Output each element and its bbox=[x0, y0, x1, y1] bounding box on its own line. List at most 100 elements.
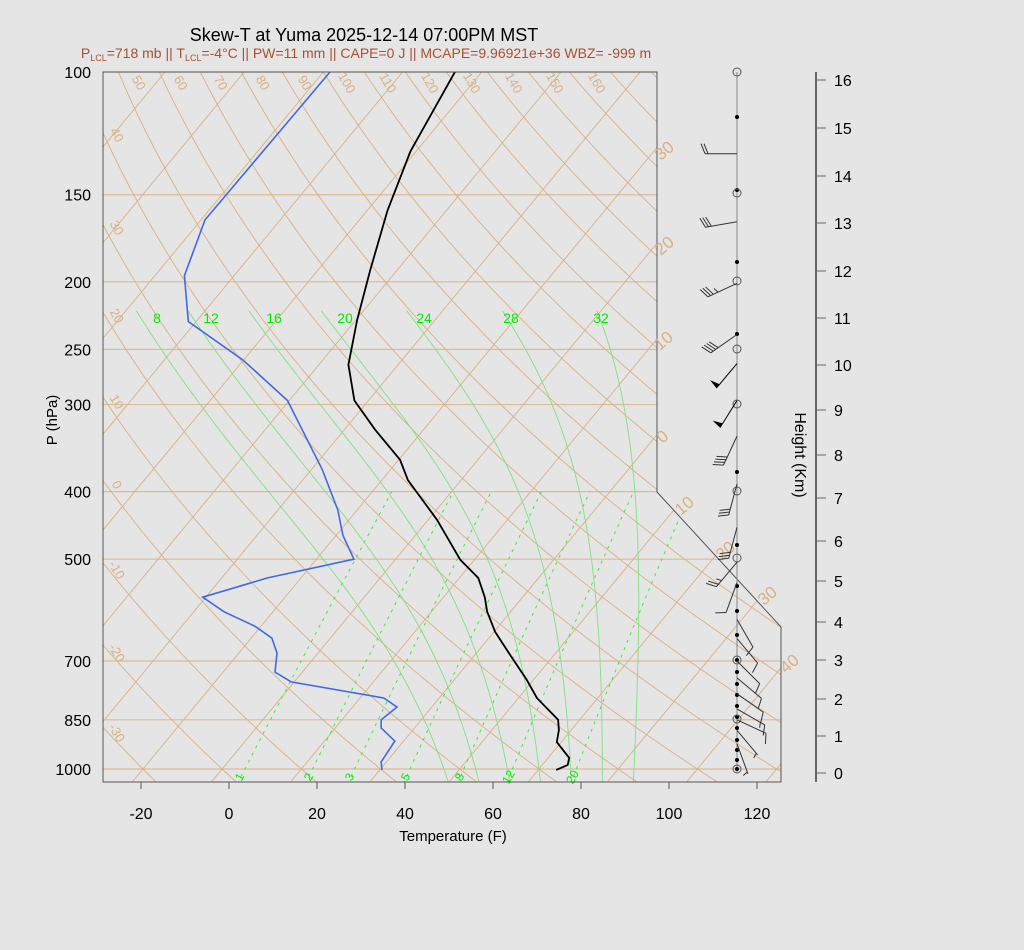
wind-barb-half bbox=[716, 578, 722, 582]
level-circle bbox=[732, 764, 742, 774]
wind-barb bbox=[700, 143, 737, 155]
temperature-tick-label: 80 bbox=[572, 806, 590, 823]
isotherm-label: 40 bbox=[776, 650, 803, 677]
wind-barb-staff bbox=[707, 282, 738, 298]
pressure-tick-label: 700 bbox=[64, 654, 91, 671]
pressure-tick-label: 100 bbox=[64, 65, 91, 82]
isotherm-line bbox=[132, 72, 720, 782]
wind-barb bbox=[717, 483, 738, 517]
dry-adiabat-line bbox=[0, 72, 78, 784]
temperature-tick-label: 120 bbox=[744, 806, 771, 823]
pressure-tick-label: 500 bbox=[64, 552, 91, 569]
height-tick-label: 12 bbox=[834, 264, 852, 281]
height-tick-label: 3 bbox=[834, 653, 843, 670]
dry-adiabat-line bbox=[158, 72, 781, 782]
wind-barb-staff bbox=[705, 221, 738, 228]
wind-barb-half bbox=[753, 753, 757, 759]
mixing-ratio-label: 5 bbox=[398, 770, 414, 783]
wind-barb bbox=[706, 561, 738, 588]
tlcl-base: T bbox=[176, 45, 185, 61]
level-dot bbox=[735, 609, 739, 613]
height-tick-label: 10 bbox=[834, 358, 852, 375]
level-dot bbox=[735, 715, 739, 719]
dry-adiabat-label: 70 bbox=[211, 73, 231, 93]
wind-barb-full bbox=[702, 217, 709, 228]
isotherm-line bbox=[103, 72, 483, 782]
dry-adiabat-line bbox=[103, 72, 480, 782]
moist-adiabat-label: 32 bbox=[593, 310, 609, 326]
wind-barb-staff bbox=[736, 638, 758, 664]
moist-adiabat-line bbox=[187, 310, 480, 782]
x-axis-title: Temperature (F) bbox=[399, 828, 507, 845]
wind-barb-full bbox=[717, 514, 729, 517]
dry-adiabat-line bbox=[609, 72, 781, 782]
height-tick-label: 15 bbox=[834, 121, 852, 138]
wind-barb bbox=[712, 400, 738, 428]
pressure-tick-label: 400 bbox=[64, 485, 91, 502]
height-tick-label: 6 bbox=[834, 534, 843, 551]
isotherm-label: 20 bbox=[651, 232, 678, 259]
moist-adiabat-label: 8 bbox=[153, 310, 161, 326]
dry-adiabat-line bbox=[322, 72, 781, 782]
isotherm-label: 10 bbox=[650, 327, 677, 354]
isotherm-line bbox=[103, 72, 641, 782]
isotherm-line bbox=[0, 72, 86, 782]
dry-adiabat-label: 120 bbox=[418, 70, 442, 96]
dry-adiabat-line bbox=[103, 72, 640, 782]
isotherm-line bbox=[103, 72, 166, 782]
wind-barb-staff bbox=[736, 719, 767, 734]
dry-adiabat-label: 80 bbox=[253, 73, 273, 93]
stats-line: PLCL=718 mb || TLCL=-4°C || PW=11 mm || … bbox=[81, 45, 651, 63]
dry-adiabat-label: 60 bbox=[171, 73, 191, 93]
height-tick-label: 0 bbox=[834, 766, 843, 783]
wind-barb bbox=[736, 638, 759, 673]
wind-barb-full bbox=[754, 683, 761, 694]
wind-barb-full bbox=[706, 343, 716, 350]
wind-barb-full bbox=[699, 289, 709, 298]
dry-adiabat-label: 150 bbox=[543, 70, 567, 96]
isotherm-label: 30 bbox=[754, 582, 781, 609]
wind-barb-full bbox=[702, 287, 712, 296]
dry-adiabat-label: 160 bbox=[585, 70, 609, 96]
wind-barb-full bbox=[719, 551, 731, 555]
height-tick-label: 5 bbox=[834, 574, 843, 591]
wind-barb bbox=[736, 743, 749, 776]
tlcl-sub: LCL bbox=[185, 53, 202, 63]
temperature-tick-label: -20 bbox=[129, 806, 152, 823]
level-dot bbox=[735, 726, 739, 730]
level-dot bbox=[735, 758, 739, 762]
wind-barb bbox=[701, 334, 738, 354]
dry-adiabat-line bbox=[103, 72, 721, 782]
wind-barb-staff bbox=[710, 334, 738, 354]
isotherm-line bbox=[845, 72, 1024, 782]
dry-adiabat-line bbox=[103, 72, 239, 782]
wind-barb bbox=[736, 677, 762, 709]
wind-barb-staff bbox=[736, 693, 764, 713]
level-circle bbox=[732, 655, 742, 665]
dry-adiabat-line bbox=[486, 72, 781, 782]
dry-adiabat-label: 30 bbox=[107, 218, 127, 238]
temperature-tick-label: 40 bbox=[396, 806, 414, 823]
pressure-tick-label: 150 bbox=[64, 188, 91, 205]
mixing-ratio-line bbox=[402, 491, 542, 782]
wind-barb-staff bbox=[716, 363, 738, 389]
wind-barb-staff bbox=[719, 400, 738, 428]
wind-barb-full bbox=[752, 662, 759, 673]
dry-adiabat-line bbox=[240, 72, 781, 782]
wind-barb-full bbox=[719, 508, 731, 511]
dry-adiabat-line bbox=[103, 72, 319, 782]
isotherm-line bbox=[103, 72, 245, 782]
height-tick-label: 2 bbox=[834, 692, 843, 709]
dry-adiabat-line bbox=[103, 72, 560, 782]
mixing-ratio-line bbox=[236, 491, 393, 782]
isotherm-line bbox=[103, 72, 403, 782]
wind-barb-full bbox=[705, 286, 714, 295]
level-dot bbox=[735, 767, 739, 771]
wind-barb bbox=[699, 216, 738, 228]
dewpoint-profile-line bbox=[183, 72, 399, 770]
dry-adiabat-label: -30 bbox=[106, 721, 128, 745]
isotherm-label: 10 bbox=[671, 492, 698, 519]
height-tick-label: 7 bbox=[834, 491, 843, 508]
height-tick-label: 1 bbox=[834, 729, 843, 746]
pressure-tick-label: 850 bbox=[64, 713, 91, 730]
